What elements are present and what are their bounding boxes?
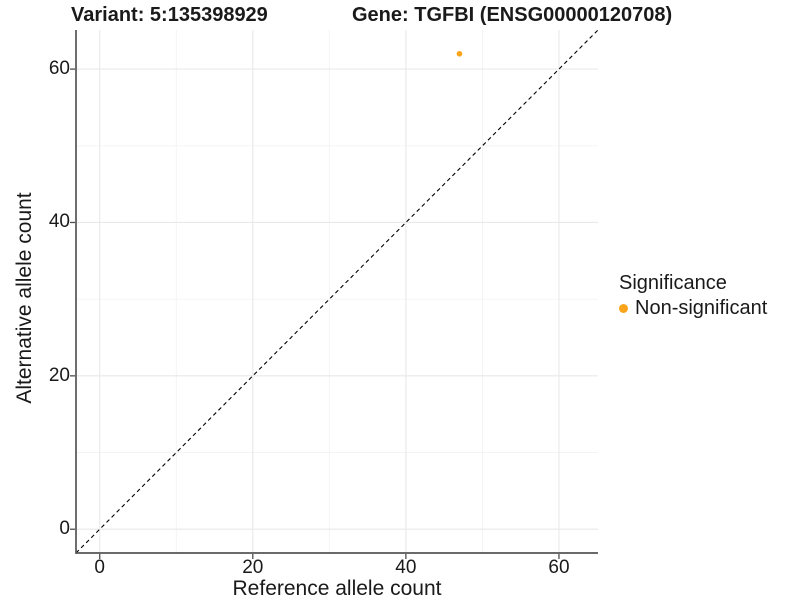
legend-item-label: Non-significant: [635, 297, 768, 319]
plot-title-variant: Variant: 5:135398929: [71, 4, 268, 26]
x-axis-title: Reference allele count: [232, 577, 442, 600]
y-axis-title: Alternative allele count: [13, 192, 36, 404]
legend-title: Significance: [619, 272, 727, 294]
legend-items: Non-significant: [619, 297, 767, 319]
data-point: [456, 50, 463, 57]
legend-dot-icon: [619, 303, 628, 313]
y-tick-label: 60: [48, 58, 70, 80]
x-tick-label: 0: [94, 557, 106, 578]
y-tick-label: 40: [48, 211, 70, 233]
plot-title-gene: Gene: TGFBI (ENSG00000120708): [352, 4, 673, 26]
x-tick-label: 40: [395, 557, 417, 578]
identity-dashed-line: [75, 29, 599, 554]
legend-item: Non-significant: [619, 297, 767, 319]
legend: Significance Non-significant: [619, 270, 767, 319]
x-tick-label: 20: [242, 557, 264, 578]
x-tick-label: 60: [548, 557, 570, 578]
y-tick-label: 0: [59, 518, 70, 540]
y-tick-label: 20: [48, 364, 70, 386]
